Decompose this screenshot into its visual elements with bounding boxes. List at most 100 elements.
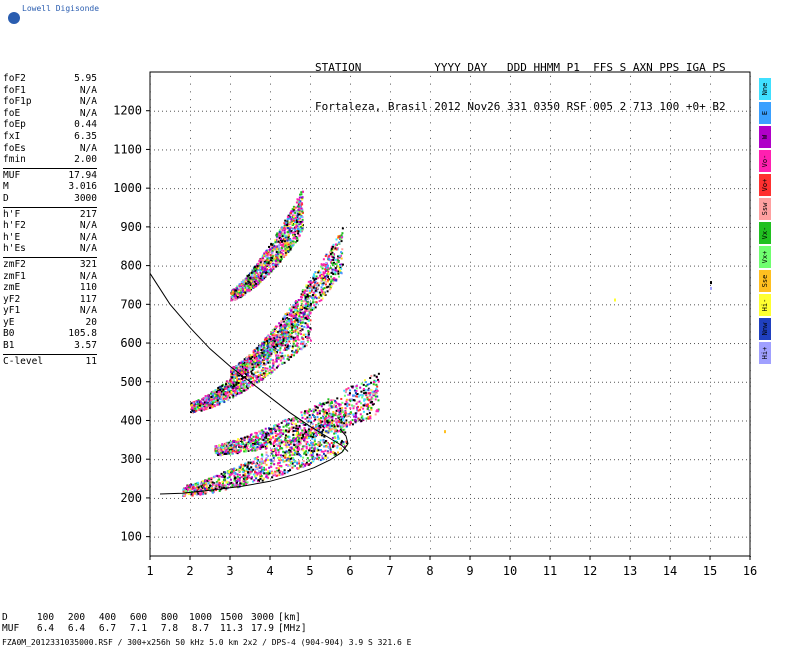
grid-dot (502, 265, 503, 267)
echo-point (298, 448, 301, 451)
grid-dot (310, 346, 311, 348)
grid-dot (154, 343, 155, 345)
echo-point (250, 438, 253, 441)
grid-dot (238, 304, 239, 306)
grid-dot (698, 343, 699, 345)
grid-dot (234, 226, 235, 228)
param-name: M (3, 181, 9, 193)
grid-dot (710, 106, 711, 108)
grid-dot (218, 536, 219, 538)
grid-dot (590, 370, 591, 372)
grid-dot (750, 447, 751, 449)
grid-dot (430, 315, 431, 317)
grid-dot (590, 253, 591, 255)
grid-dot (394, 343, 395, 345)
grid-dot (510, 226, 511, 228)
grid-dot (618, 304, 619, 306)
grid-dot (722, 497, 723, 499)
echo-point (308, 416, 311, 419)
grid-dot (190, 540, 191, 542)
echo-point (314, 418, 317, 421)
param-row: foEs N/A (3, 143, 97, 155)
echo-point (305, 434, 308, 437)
echo-point (205, 484, 208, 487)
echo-point (279, 454, 282, 457)
grid-dot (194, 420, 195, 422)
grid-dot (510, 192, 511, 194)
echo-point (249, 472, 252, 475)
grid-dot (526, 536, 527, 538)
grid-dot (710, 149, 711, 151)
grid-dot (438, 459, 439, 461)
grid-dot (750, 149, 751, 151)
echo-point (290, 439, 293, 442)
echo-point (222, 474, 225, 477)
grid-dot (222, 497, 223, 499)
grid-dot (550, 420, 551, 422)
grid-dot (150, 153, 151, 155)
grid-dot (670, 455, 671, 457)
grid-dot (390, 393, 391, 395)
x-tick-label: 2 (186, 564, 193, 578)
echo-point (328, 427, 331, 430)
grid-dot (610, 381, 611, 383)
grid-dot (190, 215, 191, 217)
echo-point (288, 427, 291, 430)
grid-dot (670, 277, 671, 279)
grid-dot (378, 420, 379, 422)
grid-dot (710, 168, 711, 170)
echo-point (313, 450, 316, 453)
grid-dot (174, 381, 175, 383)
echo-point (182, 489, 185, 492)
grid-dot (538, 188, 539, 190)
grid-dot (470, 292, 471, 294)
echo-point (327, 416, 330, 419)
echo-point (254, 449, 257, 452)
grid-dot (550, 393, 551, 395)
grid-dot (430, 497, 431, 499)
grid-dot (214, 343, 215, 345)
grid-dot (526, 188, 527, 190)
echo-point (309, 408, 312, 411)
grid-dot (614, 304, 615, 306)
grid-dot (710, 277, 711, 279)
echo-point (316, 454, 319, 457)
echo-point (201, 481, 204, 484)
echo-point (320, 423, 323, 426)
grid-dot (390, 509, 391, 511)
grid-dot (726, 265, 727, 267)
grid-dot (310, 323, 311, 325)
grid-dot (170, 265, 171, 267)
grid-dot (270, 532, 271, 534)
grid-dot (658, 343, 659, 345)
grid-dot (430, 223, 431, 225)
grid-dot (190, 261, 191, 263)
grid-dot (662, 420, 663, 422)
grid-dot (486, 226, 487, 228)
grid-dot (190, 548, 191, 550)
grid-dot (470, 308, 471, 310)
grid-dot (258, 420, 259, 422)
grid-dot (190, 176, 191, 178)
grid-dot (274, 536, 275, 538)
echo-point (329, 452, 332, 455)
grid-dot (630, 284, 631, 286)
echo-point (238, 479, 241, 482)
grid-dot (538, 226, 539, 228)
grid-dot (550, 83, 551, 85)
echo-point (297, 435, 300, 438)
grid-dot (390, 346, 391, 348)
grid-dot (430, 161, 431, 163)
grid-dot (150, 91, 151, 93)
echo-point (325, 417, 328, 420)
grid-dot (670, 315, 671, 317)
grid-dot (590, 145, 591, 147)
grid-dot (406, 497, 407, 499)
grid-dot (390, 253, 391, 255)
echo-point (369, 377, 372, 380)
echo-point (243, 439, 246, 442)
grid-dot (526, 226, 527, 228)
grid-dot (410, 536, 411, 538)
echo-point (228, 445, 231, 448)
echo-point (321, 430, 324, 433)
